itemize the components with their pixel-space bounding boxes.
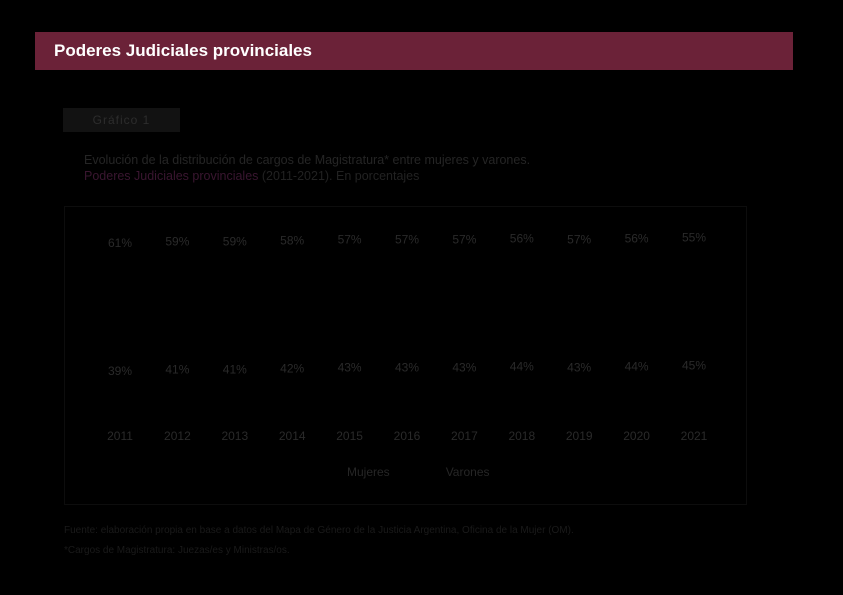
bar-varones-2016 [387,339,427,419]
bar-varones-2015 [329,339,370,419]
page-title: Poderes Judiciales provinciales [54,41,312,60]
label-varones-2017: 43% [452,360,476,374]
bar-mujeres-2018 [501,235,542,339]
subtitle-line-1: Evolución de la distribución de cargos d… [84,153,531,167]
x-tick-2014: 2014 [279,429,306,443]
label-varones-2015: 43% [338,360,362,374]
label-mujeres-2020: 56% [625,232,649,246]
bar-varones-2020 [616,338,657,419]
x-tick-2012: 2012 [164,429,191,443]
x-tick-2021: 2021 [681,429,708,443]
x-tick-2017: 2017 [451,429,478,443]
label-varones-2013: 41% [223,362,247,376]
label-varones-2016: 43% [395,360,419,374]
x-tick-2013: 2013 [221,429,248,443]
x-tick-2015: 2015 [336,429,363,443]
bar-varones-2017 [444,339,485,419]
bar-varones-2019 [559,339,600,419]
bar-varones-2021 [674,336,714,419]
bar-mujeres-2016 [387,235,427,340]
legend-item-varones: Varones [445,465,490,479]
label-mujeres-2017: 57% [452,232,476,246]
bar-varones-2012 [157,343,198,419]
chart-number-label: Gráfico 1 [63,108,180,132]
bar-mujeres-2013 [214,235,255,344]
label-varones-2019: 43% [567,360,591,374]
label-varones-2020: 44% [625,360,649,374]
label-varones-2018: 44% [510,360,534,374]
subtitle-highlight: Poderes Judiciales provinciales [84,169,259,183]
bar-varones-2014 [272,341,313,419]
chart-svg: 61% 39% 2011 59% 41% 2012 59% 41% 2013 58% 42% 2014… [100,231,714,443]
source-line-2: *Cargos de Magistratura: Juezas/es y Min… [64,545,290,556]
label-mujeres-2013: 59% [223,234,247,248]
bar-mujeres-2019 [559,235,600,340]
label-mujeres-2012: 59% [165,234,189,248]
label-mujeres-2018: 56% [510,232,534,246]
label-varones-2021: 45% [682,359,706,373]
bar-mujeres-2015 [329,235,370,340]
label-mujeres-2021: 55% [682,231,706,245]
bar-varones-2018 [501,338,542,419]
x-tick-2019: 2019 [566,429,593,443]
legend-item-mujeres: Mujeres [347,465,390,479]
label-mujeres-2011: 61% [108,236,132,250]
bar-varones-2013 [214,343,255,419]
x-tick-2020: 2020 [623,429,650,443]
bar-mujeres-2020 [616,235,657,339]
subtitle-line-2: Poderes Judiciales provinciales (2011-20… [84,168,530,184]
bar-mujeres-2014 [272,235,313,342]
bar-mujeres-2021 [674,235,714,337]
label-varones-2012: 41% [165,362,189,376]
label-mujeres-2016: 57% [395,232,419,246]
label-mujeres-2019: 57% [567,232,591,246]
header-banner: Poderes Judiciales provinciales [35,32,793,70]
bar-mujeres-2012 [157,235,198,344]
bar-varones-2011 [100,347,140,419]
source-note: Fuente: elaboración propia en base a dat… [64,521,574,561]
label-mujeres-2015: 57% [338,232,362,246]
chart-legend: Mujeres Varones [347,465,546,479]
x-tick-2011: 2011 [107,429,133,443]
label-varones-2011: 39% [108,364,132,378]
bar-mujeres-2017 [444,235,485,340]
source-line-1: Fuente: elaboración propia en base a dat… [64,525,574,536]
label-varones-2014: 42% [280,361,304,375]
chart-subtitle: Evolución de la distribución de cargos d… [84,152,530,184]
x-tick-2016: 2016 [394,429,421,443]
chart-frame: 61% 39% 2011 59% 41% 2012 59% 41% 2013 58% 42% 2014… [64,206,747,505]
label-mujeres-2014: 58% [280,233,304,247]
subtitle-suffix: (2011-2021). En porcentajes [258,169,420,183]
bar-mujeres-2011 [100,235,140,348]
x-tick-2018: 2018 [508,429,535,443]
